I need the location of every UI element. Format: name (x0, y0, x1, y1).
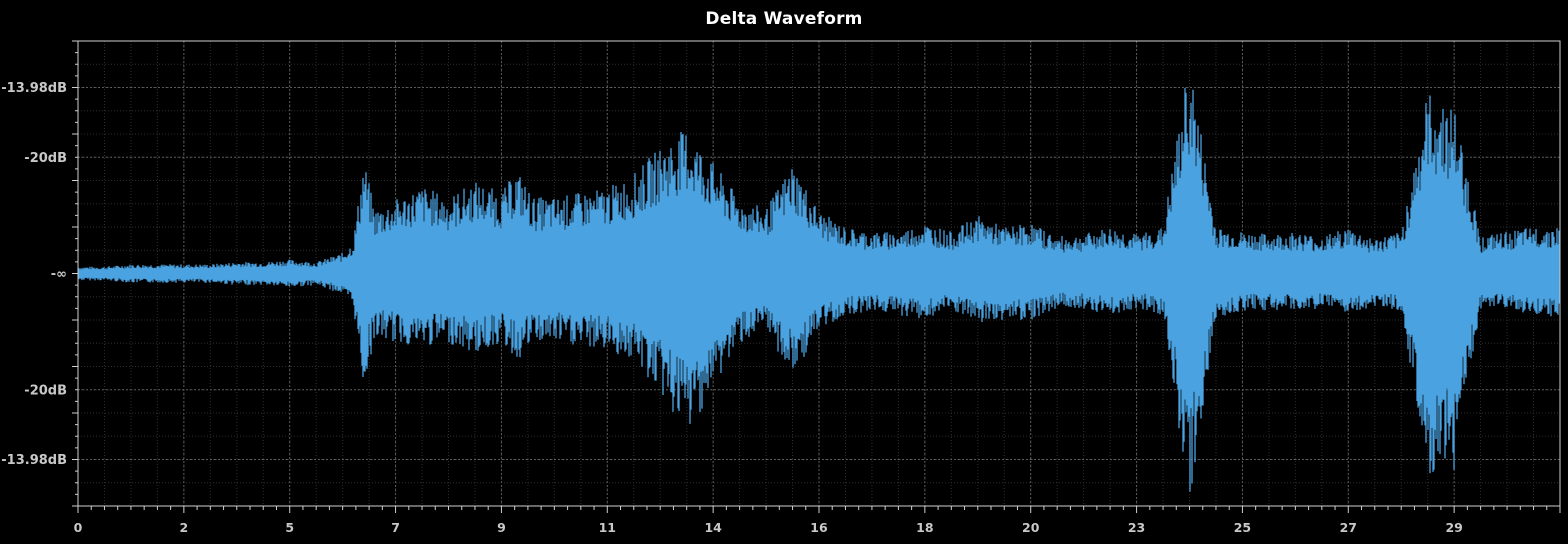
x-tick-label: 25 (1234, 520, 1251, 535)
x-tick-label: 2 (180, 520, 189, 535)
waveform-layer (78, 87, 1560, 492)
y-axis: -13.98dB -20dB -∞ -20dB -13.98dB (1, 40, 78, 507)
x-tick-label: 14 (704, 520, 722, 535)
x-tick-label: 29 (1445, 520, 1462, 535)
x-tick-label: 9 (497, 520, 506, 535)
chart-title: Delta Waveform (705, 9, 863, 29)
x-tick-label: 5 (285, 520, 294, 535)
x-tick-label: 20 (1022, 520, 1040, 535)
y-tick-label: -20dB (24, 383, 67, 398)
x-tick-label: 23 (1128, 520, 1145, 535)
y-tick-label: -13.98dB (1, 81, 67, 96)
x-tick-label: 27 (1340, 520, 1357, 535)
x-axis: 0 2 5 7 9 11 14 16 18 20 23 25 27 29 (74, 506, 1561, 535)
x-tick-label: 18 (916, 520, 933, 535)
y-tick-label: -13.98dB (1, 453, 67, 468)
x-tick-label: 11 (599, 520, 616, 535)
y-tick-label: -∞ (51, 267, 67, 282)
x-tick-label: 0 (74, 520, 83, 535)
y-tick-label: -20dB (24, 151, 67, 166)
x-tick-label: 16 (810, 520, 828, 535)
x-tick-label: 7 (391, 520, 400, 535)
